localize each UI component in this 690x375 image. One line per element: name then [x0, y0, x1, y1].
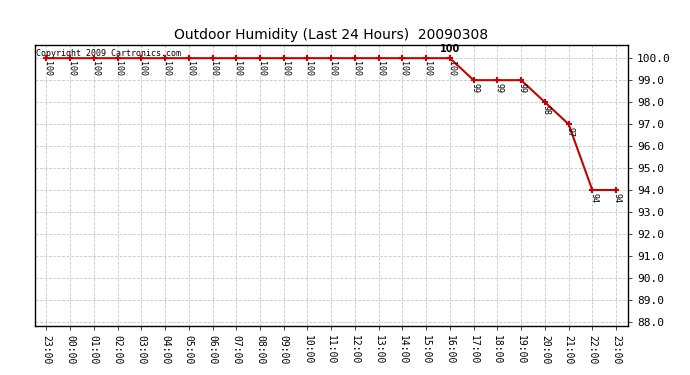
Text: 99: 99	[494, 83, 503, 93]
Text: 100: 100	[90, 61, 100, 76]
Text: 100: 100	[281, 61, 290, 76]
Text: 100: 100	[446, 61, 456, 76]
Text: 94: 94	[613, 193, 622, 203]
Text: 100: 100	[423, 61, 432, 76]
Text: 100: 100	[257, 61, 266, 76]
Text: 100: 100	[162, 61, 171, 76]
Text: 100: 100	[209, 61, 219, 76]
Text: 100: 100	[43, 61, 52, 76]
Text: 94: 94	[589, 193, 598, 203]
Text: 98: 98	[542, 105, 551, 115]
Text: 100: 100	[233, 61, 242, 76]
Text: 100: 100	[186, 61, 195, 76]
Text: 100: 100	[67, 61, 76, 76]
Text: 100: 100	[352, 61, 361, 76]
Text: 100: 100	[375, 61, 384, 76]
Text: 100: 100	[304, 61, 313, 76]
Text: 99: 99	[471, 83, 480, 93]
Text: 100: 100	[328, 61, 337, 76]
Text: Copyright 2009 Cartronics.com: Copyright 2009 Cartronics.com	[36, 49, 181, 58]
Text: 100: 100	[440, 44, 460, 54]
Text: 100: 100	[115, 61, 124, 76]
Title: Outdoor Humidity (Last 24 Hours)  20090308: Outdoor Humidity (Last 24 Hours) 2009030…	[174, 28, 489, 42]
Text: 100: 100	[400, 61, 408, 76]
Text: 97: 97	[565, 127, 575, 137]
Text: 100: 100	[138, 61, 147, 76]
Text: 99: 99	[518, 83, 527, 93]
